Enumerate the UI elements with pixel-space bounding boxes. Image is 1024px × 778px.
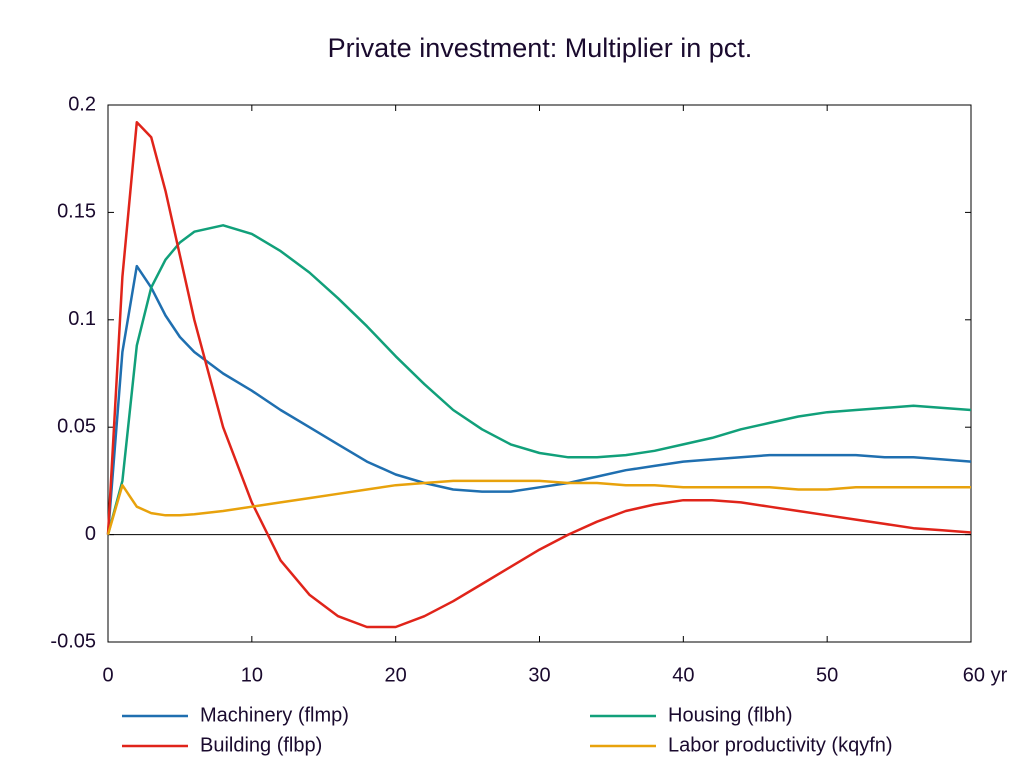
plot-frame <box>107 104 972 643</box>
series-line <box>106 224 972 535</box>
x-tick-label: 40 <box>672 664 694 686</box>
y-tick-label: 0.05 <box>57 415 96 437</box>
y-tick-label: 0 <box>85 523 96 545</box>
y-tick-label: 0.1 <box>68 308 96 330</box>
series-line <box>106 479 971 535</box>
x-tick-label: 0 <box>102 664 113 686</box>
chart-title: Private investment: Multiplier in pct. <box>328 33 753 63</box>
series-line <box>106 120 972 629</box>
series-line <box>106 264 972 535</box>
legend-label: Building (flbp) <box>200 734 322 756</box>
legend-label: Labor productivity (kqyfn) <box>668 734 893 756</box>
x-tick-label: 20 <box>385 664 407 686</box>
x-tick-label: 60 yr <box>963 664 1008 686</box>
y-tick-label: 0.15 <box>57 201 96 223</box>
legend-label: Housing (flbh) <box>668 704 793 726</box>
y-tick-label: 0.2 <box>68 93 96 115</box>
x-tick-label: 10 <box>241 664 263 686</box>
y-tick-label: -0.05 <box>50 630 96 652</box>
x-tick-label: 50 <box>816 664 838 686</box>
legend-label: Machinery (flmp) <box>200 704 349 726</box>
x-tick-label: 30 <box>528 664 550 686</box>
